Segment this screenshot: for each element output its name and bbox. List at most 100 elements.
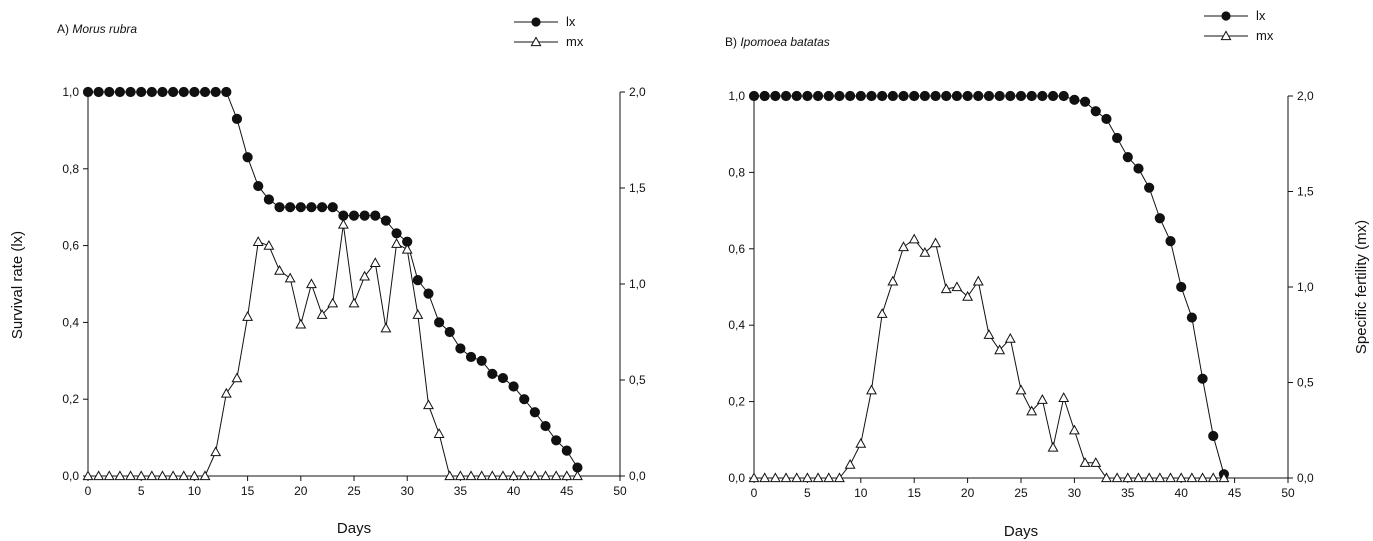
panel-a-mx-point <box>316 309 328 319</box>
panel-a-x-axis-title: Days <box>337 520 371 537</box>
panel-a-legend-lx-label: lx <box>566 14 576 29</box>
panel-a-y-right-tick-label: 1,5 <box>629 181 646 195</box>
panel-b-lx-point <box>1101 113 1112 125</box>
panel-b-mx-point <box>823 472 835 483</box>
panel-a-lx-point <box>455 343 466 354</box>
panel-a-lx-point <box>199 86 211 98</box>
panel-b-y-left-tick-label: 0,0 <box>728 471 745 485</box>
panel-b-legend-lx-label: lx <box>1256 8 1266 23</box>
panel-b-mx-point <box>791 472 803 483</box>
panel-b-lx-point <box>1015 90 1027 102</box>
panel-a-legend-lx-marker <box>531 17 541 27</box>
panel-a-lx-point <box>231 113 243 124</box>
panel-a-mx-point <box>550 470 562 481</box>
panel-b-lx-point <box>941 90 952 102</box>
panel-a-x-tick-label: 15 <box>241 484 255 498</box>
panel-b-mx-point <box>1154 472 1166 483</box>
panel-a-x-tick-label: 0 <box>85 484 92 498</box>
panel-a-mx-point <box>444 470 456 481</box>
panel-a-mx-point <box>571 470 583 481</box>
panel-a-x-tick-label: 35 <box>454 484 468 498</box>
panel-b-lx-point <box>1176 281 1187 293</box>
panel-a-mx-point <box>125 470 137 481</box>
panel-a-title: A) Morus rubra <box>57 22 137 36</box>
panel-b-lx-point <box>1037 90 1048 102</box>
panel-b-x-tick-label: 15 <box>908 486 922 500</box>
panel-b-legend-mx-label: mx <box>1256 28 1274 43</box>
panel-a-mx-point <box>327 297 339 308</box>
panel-b-mx-point <box>1068 424 1080 435</box>
panel-b-series-lx-line <box>754 95 1225 475</box>
panel-a-mx-point <box>401 243 413 254</box>
panel-b-y-right-axis-title: Specific fertility (mx) <box>1353 220 1370 354</box>
panel-b-mx-point <box>1186 472 1198 483</box>
panel-a-y-right-tick-label: 2,0 <box>629 85 646 99</box>
panel-a-lx-point <box>104 86 115 98</box>
panel-a-lx-point <box>444 326 455 338</box>
panel-a-lx-point <box>285 202 296 213</box>
panel-a-series-lx-line <box>88 91 578 468</box>
panel-b-mx-point <box>1079 457 1091 467</box>
panel-b-mx-point <box>1197 472 1209 483</box>
panel-b-y-left-tick-label: 1,0 <box>728 89 745 103</box>
panel-b-lx-point <box>1165 236 1176 247</box>
panel-b-lx-point <box>973 90 984 102</box>
panel-b-lx-point <box>855 90 866 102</box>
panel-a-lx-point <box>348 210 360 221</box>
panel-a-lx-point <box>540 420 551 432</box>
panel-b-y-right-tick-label: 0,0 <box>1297 471 1314 485</box>
panel-b-mx-point <box>1036 394 1048 404</box>
panel-b-lx-point <box>748 90 760 102</box>
panel-a-mx-point <box>465 470 477 481</box>
panel-b-lx-point <box>919 90 930 102</box>
panel-b-title-species: Ipomoea batatas <box>740 35 829 49</box>
panel-a-mx-point <box>423 399 434 410</box>
panel-a-mx-point <box>529 470 541 481</box>
panel-b-lx-point <box>1144 182 1155 193</box>
panel-b-mx-point <box>1047 441 1059 452</box>
panel-b-mx-point <box>972 275 984 286</box>
panel-a-lx-point <box>114 86 126 98</box>
panel-b-mx-point <box>908 233 920 244</box>
panel-a-lx-point <box>327 202 338 213</box>
panel-b-lx-point <box>812 90 824 102</box>
panel-a-mx-point <box>380 322 392 333</box>
panel-b-series-lx <box>748 90 1230 480</box>
panel-a-mx-point <box>561 470 573 481</box>
panel-b-series-mx <box>748 233 1230 483</box>
panel-b-mx-point <box>1090 457 1102 467</box>
panel-b-mx-point <box>1058 392 1070 402</box>
panel-b-lx-point <box>1026 90 1037 102</box>
panel-b-mx-point <box>1122 472 1134 483</box>
panel-a-x-tick-label: 30 <box>401 484 415 498</box>
panel-a-lx-point <box>210 86 221 98</box>
panel-b-lx-point <box>909 90 920 102</box>
panel-a-lx-point <box>263 194 274 205</box>
panel-a-lx-point <box>359 210 370 221</box>
panel-b-mx-point <box>983 329 995 339</box>
panel-a-lx-point <box>508 381 519 392</box>
panel-a-legend-mx-label: mx <box>566 34 584 49</box>
panel-a-mx-point <box>508 470 520 481</box>
panel-b-mx-point <box>994 344 1006 355</box>
panel-a-lx-point <box>178 86 189 98</box>
panel-a-lx-point <box>487 368 498 379</box>
panel-a-mx-point <box>263 239 275 250</box>
panel-b-ipomoea-batatas: 0 5 10 15 20 25 30 35 40 45 500,00,20,40,60,81,00,… <box>725 8 1370 540</box>
panel-a-mx-point <box>242 311 254 321</box>
panel-b-mx-point <box>1026 405 1038 416</box>
panel-b-x-tick-label: 0 <box>751 486 758 500</box>
panel-b-legend-mx-marker <box>1220 30 1232 41</box>
panel-a-mx-point <box>103 470 115 481</box>
panel-b-mx-point <box>1218 472 1230 483</box>
panel-b-x-tick-label: 10 <box>854 486 868 500</box>
panel-a-lx-point <box>370 210 381 221</box>
panel-b-x-tick-label: 50 <box>1281 486 1295 500</box>
panel-a-lx-point <box>136 86 147 98</box>
panel-b-x-tick-label: 20 <box>961 486 975 500</box>
panel-a-y-right-tick-label: 0,0 <box>629 469 646 483</box>
panel-a-mx-point <box>433 428 445 438</box>
panel-b-title: B) Ipomoea batatas <box>725 35 830 49</box>
panel-b-lx-point <box>1058 90 1069 102</box>
